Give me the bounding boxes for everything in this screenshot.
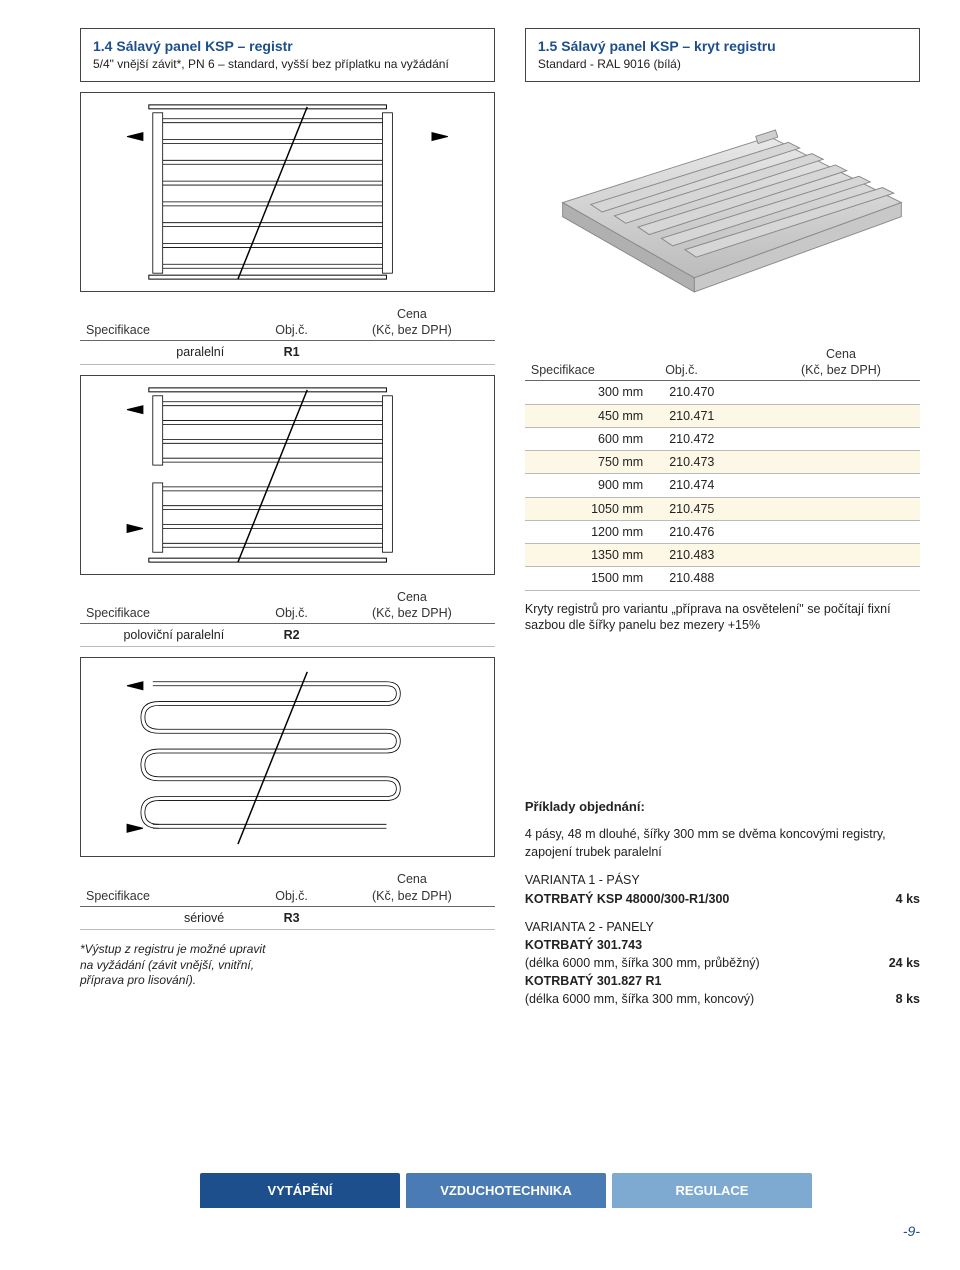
td-cena [762,474,920,497]
table-r1: Specifikace Obj.č. Cena (Kč, bez DPH) pa… [80,302,495,365]
table-kryt: Specifikace Obj.č. Cena (Kč, bez DPH) 30… [525,342,920,591]
td-spec: sériové [80,906,254,929]
heading-title: 1.5 Sálavý panel KSP – kryt registru [538,37,907,55]
td-obj: R3 [254,906,329,929]
td-obj: 210.473 [659,451,762,474]
footnote-vystup: *Výstup z registru je možné upravit na v… [80,942,279,989]
td-cena [762,404,920,427]
table-r2: Specifikace Obj.č. Cena (Kč, bez DPH) po… [80,585,495,648]
tab-vzduchotechnika[interactable]: VZDUCHOTECHNIKA [406,1173,606,1208]
table-r3: Specifikace Obj.č. Cena (Kč, bez DPH) sé… [80,867,495,930]
td-spec: 1500 mm [525,567,659,590]
td-spec: 450 mm [525,404,659,427]
td-spec: poloviční paralelní [80,624,254,647]
td-cena [762,567,920,590]
table-row: 600 mm210.472 [525,427,920,450]
examples-intro: 4 pásy, 48 m dlouhé, šířky 300 mm se dvě… [525,825,920,861]
variant2-line2a: KOTRBATÝ 301.827 R1 [525,972,920,990]
variant2-qty2: 8 ks [876,990,920,1008]
variant2-qty1: 24 ks [869,954,920,972]
td-obj: 210.472 [659,427,762,450]
td-obj: 210.488 [659,567,762,590]
examples-heading: Příklady objednání: [525,798,920,817]
td-cena [762,544,920,567]
diagram-svg [81,658,494,856]
diagram-svg [81,376,494,574]
th-obj: Obj.č. [254,867,329,906]
td-spec: 1350 mm [525,544,659,567]
table-row: 450 mm210.471 [525,404,920,427]
td-obj: R1 [254,341,329,364]
section-heading-1-4: 1.4 Sálavý panel KSP – registr 5/4" vněj… [80,28,495,82]
table-row: 1050 mm210.475 [525,497,920,520]
th-spec: Specifikace [525,342,659,381]
page-number: -9- [903,1222,920,1240]
variant1-label: VARIANTA 1 - PÁSY [525,871,920,889]
order-examples: Příklady objednání: 4 pásy, 48 m dlouhé,… [525,798,920,1008]
tab-regulace[interactable]: REGULACE [612,1173,812,1208]
td-spec: 1050 mm [525,497,659,520]
heading-sub: Standard - RAL 9016 (bílá) [538,57,907,73]
td-obj: 210.471 [659,404,762,427]
variant2-line1b: (délka 6000 mm, šířka 300 mm, průběžný) [525,954,760,972]
td-cena [762,427,920,450]
heading-title: 1.4 Sálavý panel KSP – registr [93,37,482,55]
table-row: 1500 mm210.488 [525,567,920,590]
th-spec: Specifikace [80,867,254,906]
th-obj: Obj.č. [659,342,762,381]
td-spec: paralelní [80,341,254,364]
table-row: 900 mm210.474 [525,474,920,497]
table-row: 300 mm210.470 [525,381,920,404]
th-cena: Cena (Kč, bez DPH) [329,867,495,906]
diagram-registr-series [80,657,495,857]
td-obj: R2 [254,624,329,647]
td-obj: 210.470 [659,381,762,404]
td-cena [762,497,920,520]
td-cena [329,624,495,647]
diagram-svg [81,93,494,291]
tab-vytapeni[interactable]: VYTÁPĚNÍ [200,1173,400,1208]
table-row: 1200 mm210.476 [525,520,920,543]
diagram-kryt-iso [525,92,920,332]
th-cena: Cena (Kč, bez DPH) [329,585,495,624]
diagram-registr-half-parallel [80,375,495,575]
td-cena [762,381,920,404]
th-obj: Obj.č. [254,585,329,624]
td-cena [329,906,495,929]
section-heading-1-5: 1.5 Sálavý panel KSP – kryt registru Sta… [525,28,920,82]
table-row: 750 mm210.473 [525,451,920,474]
variant2-line2b: (délka 6000 mm, šířka 300 mm, koncový) [525,990,754,1008]
td-cena [762,520,920,543]
td-obj: 210.475 [659,497,762,520]
td-spec: 1200 mm [525,520,659,543]
note-kryty: Kryty registrů pro variantu „příprava na… [525,601,920,635]
variant2-label: VARIANTA 2 - PANELY [525,918,920,936]
td-spec: 600 mm [525,427,659,450]
table-row: 1350 mm210.483 [525,544,920,567]
th-spec: Specifikace [80,585,254,624]
diagram-registr-parallel [80,92,495,292]
td-cena [329,341,495,364]
td-cena [762,451,920,474]
td-obj: 210.483 [659,544,762,567]
td-spec: 750 mm [525,451,659,474]
variant1-qty: 4 ks [876,890,920,908]
th-spec: Specifikace [80,302,254,341]
td-spec: 900 mm [525,474,659,497]
th-cena: Cena (Kč, bez DPH) [762,342,920,381]
heading-sub: 5/4" vnější závit*, PN 6 – standard, vyš… [93,57,482,73]
th-obj: Obj.č. [254,302,329,341]
td-spec: 300 mm [525,381,659,404]
variant2-line1a: KOTRBATÝ 301.743 [525,936,920,954]
td-obj: 210.476 [659,520,762,543]
footer-tabs: VYTÁPĚNÍ VZDUCHOTECHNIKA REGULACE [0,1168,960,1238]
iso-svg [525,92,920,332]
td-obj: 210.474 [659,474,762,497]
th-cena: Cena (Kč, bez DPH) [329,302,495,341]
variant1-line: KOTRBATÝ KSP 48000/300-R1/300 [525,890,730,908]
